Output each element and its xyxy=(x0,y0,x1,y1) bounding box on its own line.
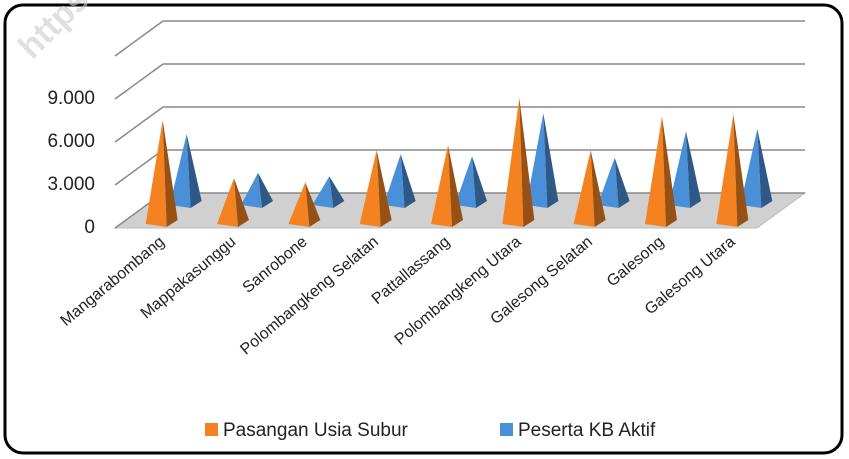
grid-line xyxy=(114,106,164,143)
pyramid-face xyxy=(573,150,595,227)
pyramid xyxy=(526,113,559,208)
y-tick-label: 6.000 xyxy=(47,131,95,152)
pyramid xyxy=(716,114,749,227)
grid-line xyxy=(114,63,164,100)
pyramid-side xyxy=(234,178,249,227)
y-tick-label: 0 xyxy=(84,217,95,238)
pyramid-face xyxy=(241,172,262,208)
legend-swatch xyxy=(205,423,218,436)
pyramid-face xyxy=(502,97,524,227)
pyramid xyxy=(502,97,535,227)
pyramid xyxy=(740,129,773,208)
pyramid xyxy=(645,116,677,227)
pyramid-side xyxy=(614,157,630,208)
pyramid-side xyxy=(258,172,273,208)
pyramid xyxy=(359,150,392,227)
pyramid-side xyxy=(590,150,606,227)
pyramid-face xyxy=(145,120,167,227)
pyramid-side xyxy=(757,129,773,208)
pyramid xyxy=(288,182,321,227)
pyramid xyxy=(169,134,202,208)
pyramid-face xyxy=(288,182,310,227)
pyramid-face xyxy=(217,178,238,227)
pyramid-side xyxy=(400,154,416,208)
pyramid-face xyxy=(431,145,452,227)
pyramid-face xyxy=(312,176,334,208)
pyramid xyxy=(669,131,701,208)
pyramid-face xyxy=(716,114,738,227)
pyramid-face xyxy=(669,131,690,208)
pyramid-side xyxy=(305,182,321,227)
pyramid-side xyxy=(543,113,559,208)
pyramid-side xyxy=(186,134,202,208)
y-tick-label: 9.000 xyxy=(47,88,95,109)
pyramid-side xyxy=(733,114,749,227)
legend-swatch xyxy=(500,423,513,436)
pyramid-face xyxy=(169,134,191,208)
pyramid xyxy=(573,150,606,227)
pyramid-side xyxy=(329,176,345,208)
pyramid xyxy=(241,172,273,208)
pyramid-side xyxy=(519,97,535,227)
pyramid-face xyxy=(455,156,476,208)
pyramid-face xyxy=(526,113,548,208)
grid-line xyxy=(114,149,164,186)
pyramid-face xyxy=(359,150,381,227)
pyramid-side xyxy=(686,131,701,208)
y-tick-label: 3.000 xyxy=(47,174,95,195)
pyramid-side xyxy=(472,156,487,208)
pyramid-side xyxy=(162,120,178,227)
legend-label: Pasangan Usia Subur xyxy=(223,420,409,441)
pyramid-side xyxy=(448,145,463,227)
pyramid-face xyxy=(645,116,666,227)
chart-border xyxy=(3,3,844,455)
pyramid xyxy=(312,176,345,208)
legend-label: Peserta KB Aktif xyxy=(518,420,656,441)
pyramid xyxy=(597,157,630,208)
pyramid-face xyxy=(740,129,762,208)
pyramid xyxy=(217,178,249,227)
pyramid-face xyxy=(383,154,405,208)
pyramid xyxy=(431,145,463,227)
pyramid xyxy=(145,120,178,227)
pyramid xyxy=(455,156,487,208)
pyramid-side xyxy=(662,116,677,227)
pyramid-face xyxy=(597,157,619,208)
pyramid xyxy=(383,154,416,208)
pyramid-side xyxy=(376,150,392,227)
grid-line xyxy=(114,20,164,57)
